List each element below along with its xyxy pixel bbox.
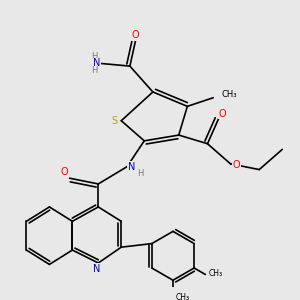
Text: N: N bbox=[93, 58, 100, 68]
Text: N: N bbox=[128, 162, 135, 172]
Text: CH₃: CH₃ bbox=[222, 90, 237, 99]
Text: O: O bbox=[61, 167, 68, 177]
Text: O: O bbox=[132, 30, 140, 40]
Text: CH₃: CH₃ bbox=[176, 293, 190, 300]
Text: O: O bbox=[232, 160, 240, 170]
Text: H: H bbox=[91, 66, 97, 75]
Text: O: O bbox=[218, 109, 226, 118]
Text: S: S bbox=[111, 116, 117, 126]
Text: N: N bbox=[93, 264, 100, 274]
Text: CH₃: CH₃ bbox=[208, 268, 222, 278]
Text: H: H bbox=[91, 52, 97, 61]
Text: H: H bbox=[137, 169, 143, 178]
